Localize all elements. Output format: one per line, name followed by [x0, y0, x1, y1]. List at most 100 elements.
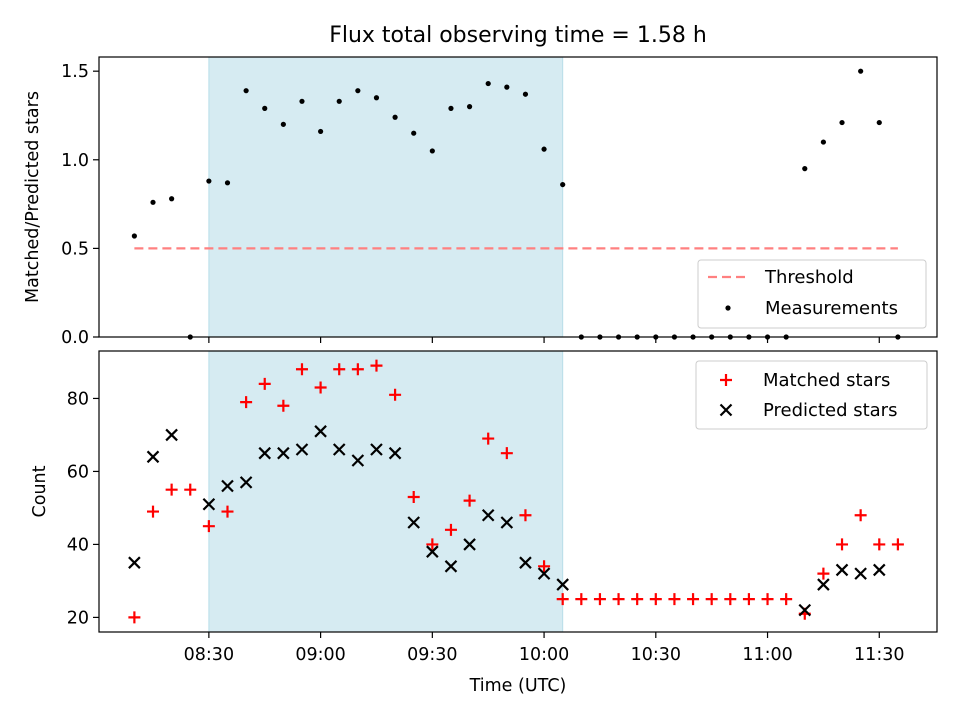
predicted-star-point: [817, 578, 830, 591]
ratio-marks: [131, 68, 901, 340]
ratio-axes-frame: [98, 56, 938, 338]
measurement-point: [392, 114, 398, 120]
x-axis-label: Time (UTC): [469, 676, 567, 696]
matched-star-point: [761, 593, 774, 606]
matched-star-point: [221, 505, 234, 518]
measurement-point: [299, 98, 305, 104]
count-panel: 20 40 60 80 08:30 09:00 09:30 10:00 10:30 11:00 1…: [30, 350, 938, 696]
matched-star-point: [649, 593, 662, 606]
ratio-y-tick-label: 1.5: [61, 62, 89, 82]
ratio-panel: 0.0 0.5 1.0 1.5 Matched/Predicted stars Thr…: [23, 56, 938, 348]
count-x-tick-label: 09:30: [407, 645, 457, 665]
count-legend: Matched stars Predicted stars: [695, 360, 928, 430]
matched-star-point: [202, 520, 215, 533]
predicted-star-point: [295, 443, 309, 456]
predicted-star-point: [314, 425, 327, 438]
matched-star-point: [463, 494, 476, 507]
predicted-star-point: [798, 603, 812, 617]
matched-star-point: [240, 396, 253, 409]
ratio-y-tick-label: 1.0: [61, 151, 89, 171]
matched-star-point: [426, 538, 439, 551]
measurement-point: [355, 88, 361, 94]
predicted-star-point: [146, 450, 160, 464]
matched-star-point: [147, 505, 160, 518]
matched-star-point: [891, 538, 904, 551]
matched-star-point: [519, 509, 532, 522]
ratio-x-ticks: [208, 337, 880, 343]
matched-star-point: [351, 363, 364, 376]
measurement-point: [541, 146, 547, 152]
count-x-tick-label: 11:30: [854, 645, 904, 665]
count-x-ticks: 08:30 09:00 09:30 10:00 10:30 11:00 11:30: [184, 632, 904, 665]
measurement-point: [131, 233, 137, 239]
matched-star-point: [705, 593, 718, 606]
observing-window-span-bottom: [208, 350, 564, 633]
predicted-star-point: [537, 567, 551, 580]
measurement-point: [411, 130, 417, 136]
predicted-star-point: [370, 443, 383, 456]
predicted-star-point: [351, 454, 365, 467]
ratio-legend-box: [697, 259, 927, 329]
observing-window-span-top: [208, 56, 564, 338]
matched-star-point: [556, 593, 569, 606]
matched-star-point: [128, 611, 141, 624]
predicted-star-point: [202, 497, 216, 511]
matched-star-point: [370, 359, 383, 372]
matched-star-point: [854, 509, 867, 522]
count-y-tick-label: 40: [67, 535, 89, 555]
matched-star-point: [687, 593, 700, 606]
count-y-tick-label: 60: [67, 462, 89, 482]
predicted-star-point: [481, 508, 495, 522]
predicted-star-point: [221, 479, 234, 493]
matched-star-point: [277, 399, 290, 412]
count-y-axis-label: Count: [30, 465, 50, 517]
matched-star-point: [780, 593, 793, 606]
count-x-tick-label: 09:00: [295, 645, 345, 665]
count-y-tick-label: 80: [67, 389, 89, 409]
matched-star-point: [742, 593, 755, 606]
measurement-point: [150, 199, 156, 205]
matched-star-point: [631, 593, 644, 606]
predicted-star-point: [426, 545, 439, 558]
matched-star-point: [165, 483, 178, 496]
predicted-star-point: [277, 446, 290, 460]
legend-matched-swatch: [720, 374, 732, 386]
count-x-tick-label: 11:00: [742, 645, 792, 665]
predicted-star-point: [258, 446, 272, 460]
predicted-star-point: [500, 516, 514, 529]
predicted-star-point: [519, 556, 532, 569]
measurement-point: [560, 181, 566, 188]
matched-star-point: [668, 593, 681, 606]
matched-star-point: [538, 560, 551, 573]
count-x-tick-label: 08:30: [184, 645, 234, 665]
count-x-tick-label: 10:30: [631, 645, 681, 665]
measurement-point: [318, 128, 324, 135]
count-x-tick-label: 10:00: [519, 645, 569, 665]
measurement-point: [429, 148, 435, 154]
matched-star-point: [575, 593, 588, 606]
measurement-point: [243, 88, 249, 94]
measurement-point: [336, 98, 342, 104]
matched-star-point: [612, 593, 625, 606]
predicted-star-point: [332, 443, 346, 456]
matched-star-point: [389, 388, 402, 401]
measurement-point: [262, 105, 268, 111]
ratio-y-tick-label: 0.5: [61, 239, 89, 259]
measurement-point: [485, 80, 491, 87]
matched-star-point: [314, 381, 327, 394]
legend-predicted-label: Predicted stars: [763, 400, 897, 421]
matched-star-point: [724, 593, 737, 606]
matched-star-point: [836, 538, 849, 551]
measurement-point: [802, 166, 808, 172]
measurement-point: [280, 121, 286, 127]
predicted-star-point: [444, 560, 458, 573]
measurement-point: [466, 104, 473, 110]
matched-star-point: [407, 490, 420, 503]
predicted-star-point: [872, 563, 886, 577]
predicted-star-point: [165, 428, 178, 442]
legend-measurements-swatch: [725, 305, 731, 311]
predicted-star-point: [463, 538, 476, 551]
measurement-point: [373, 95, 380, 101]
measurement-point: [820, 139, 827, 145]
